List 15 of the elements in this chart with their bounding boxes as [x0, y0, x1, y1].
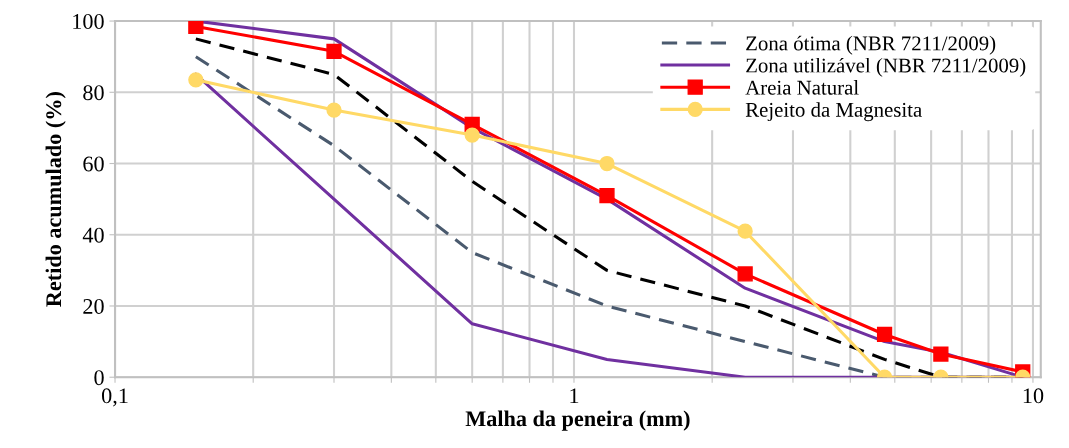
legend-label: Zona utilizável (NBR 7211/2009) [746, 57, 1026, 77]
y-tick-label: 80 [83, 85, 104, 101]
legend-label: Zona ótima (NBR 7211/2009) [746, 35, 996, 55]
y-tick-label: 100 [73, 13, 104, 29]
legend-label: Rejeito da Magnesita [745, 102, 922, 122]
legend-label: Areia Natural [745, 80, 859, 95]
y-axis-title: Retido acumulado (%) [45, 92, 66, 307]
x-tick-label: 10 [1023, 388, 1044, 404]
y-tick-label: 60 [83, 156, 104, 172]
x-axis-title: Malha da peneira (mm) [465, 410, 690, 431]
x-tick-label: 0,1 [101, 388, 128, 407]
y-tick-label: 20 [83, 298, 104, 314]
x-tick-label: 1 [570, 388, 579, 404]
y-tick-label: 0 [94, 370, 104, 386]
y-tick-label: 40 [82, 227, 104, 243]
